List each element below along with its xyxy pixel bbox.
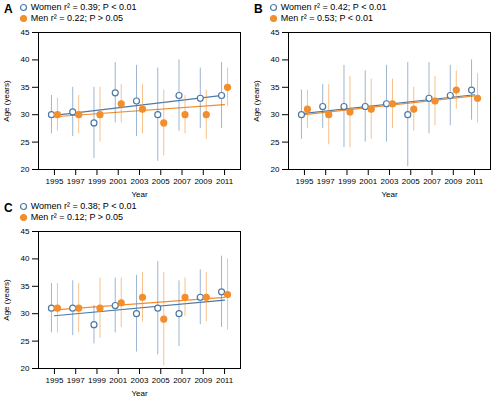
svg-text:2009: 2009 (194, 376, 212, 385)
svg-text:2001: 2001 (109, 177, 127, 186)
svg-text:2003: 2003 (131, 376, 149, 385)
svg-text:1997: 1997 (67, 177, 85, 186)
svg-text:Year: Year (131, 389, 148, 398)
svg-text:45: 45 (271, 28, 280, 37)
svg-text:45: 45 (21, 28, 30, 37)
svg-text:20: 20 (21, 364, 30, 373)
svg-text:1999: 1999 (88, 376, 106, 385)
svg-text:25: 25 (21, 138, 30, 147)
svg-text:1997: 1997 (67, 376, 85, 385)
svg-text:Age (years): Age (years) (2, 80, 11, 122)
svg-text:35: 35 (21, 282, 30, 291)
svg-text:20: 20 (21, 165, 30, 174)
svg-text:2005: 2005 (402, 177, 420, 186)
svg-text:30: 30 (271, 110, 280, 119)
svg-text:2011: 2011 (216, 376, 234, 385)
svg-text:Year: Year (131, 190, 148, 199)
svg-text:2011: 2011 (216, 177, 234, 186)
svg-text:1997: 1997 (317, 177, 335, 186)
html-text:Women r² = 0.38; P < 0.01: Women r² = 0.38; P < 0.01 (30, 201, 137, 211)
svg-text:Age (years): Age (years) (252, 80, 261, 122)
html-text:B: B (254, 2, 263, 16)
html-text:Men r² = 0.22; P > 0.05: Men r² = 0.22; P > 0.05 (30, 13, 124, 23)
svg-text:40: 40 (271, 55, 280, 64)
svg-text:45: 45 (21, 227, 30, 236)
svg-text:30: 30 (21, 110, 30, 119)
svg-text:1999: 1999 (88, 177, 106, 186)
svg-text:2005: 2005 (152, 376, 170, 385)
svg-text:1999: 1999 (338, 177, 356, 186)
svg-text:1995: 1995 (46, 376, 64, 385)
svg-text:40: 40 (21, 254, 30, 263)
svg-text:40: 40 (21, 55, 30, 64)
html-text:C: C (4, 201, 13, 215)
svg-text:2011: 2011 (466, 177, 484, 186)
svg-text:2007: 2007 (173, 177, 191, 186)
html-text:Women r² = 0.39; P < 0.01: Women r² = 0.39; P < 0.01 (30, 2, 137, 12)
svg-text:35: 35 (21, 83, 30, 92)
svg-text:Year: Year (381, 190, 398, 199)
svg-text:Age (years): Age (years) (2, 279, 11, 321)
svg-text:35: 35 (271, 83, 280, 92)
svg-text:2005: 2005 (152, 177, 170, 186)
svg-text:30: 30 (21, 309, 30, 318)
svg-text:2003: 2003 (381, 177, 399, 186)
svg-text:2009: 2009 (194, 177, 212, 186)
svg-text:25: 25 (271, 138, 280, 147)
svg-text:1995: 1995 (296, 177, 314, 186)
svg-text:2007: 2007 (423, 177, 441, 186)
html-text:Women r² = 0.42; P < 0.01: Women r² = 0.42; P < 0.01 (280, 2, 387, 12)
svg-text:1995: 1995 (46, 177, 64, 186)
svg-text:25: 25 (21, 337, 30, 346)
svg-text:20: 20 (271, 165, 280, 174)
svg-text:2003: 2003 (131, 177, 149, 186)
svg-text:2007: 2007 (173, 376, 191, 385)
html-text:Men r² = 0.53; P < 0.01: Men r² = 0.53; P < 0.01 (280, 13, 374, 23)
svg-text:2001: 2001 (359, 177, 377, 186)
html-text:A: A (4, 2, 13, 16)
html-text:Men r² = 0.12; P > 0.05: Men r² = 0.12; P > 0.05 (30, 212, 124, 222)
svg-text:2001: 2001 (109, 376, 127, 385)
svg-text:2009: 2009 (444, 177, 462, 186)
